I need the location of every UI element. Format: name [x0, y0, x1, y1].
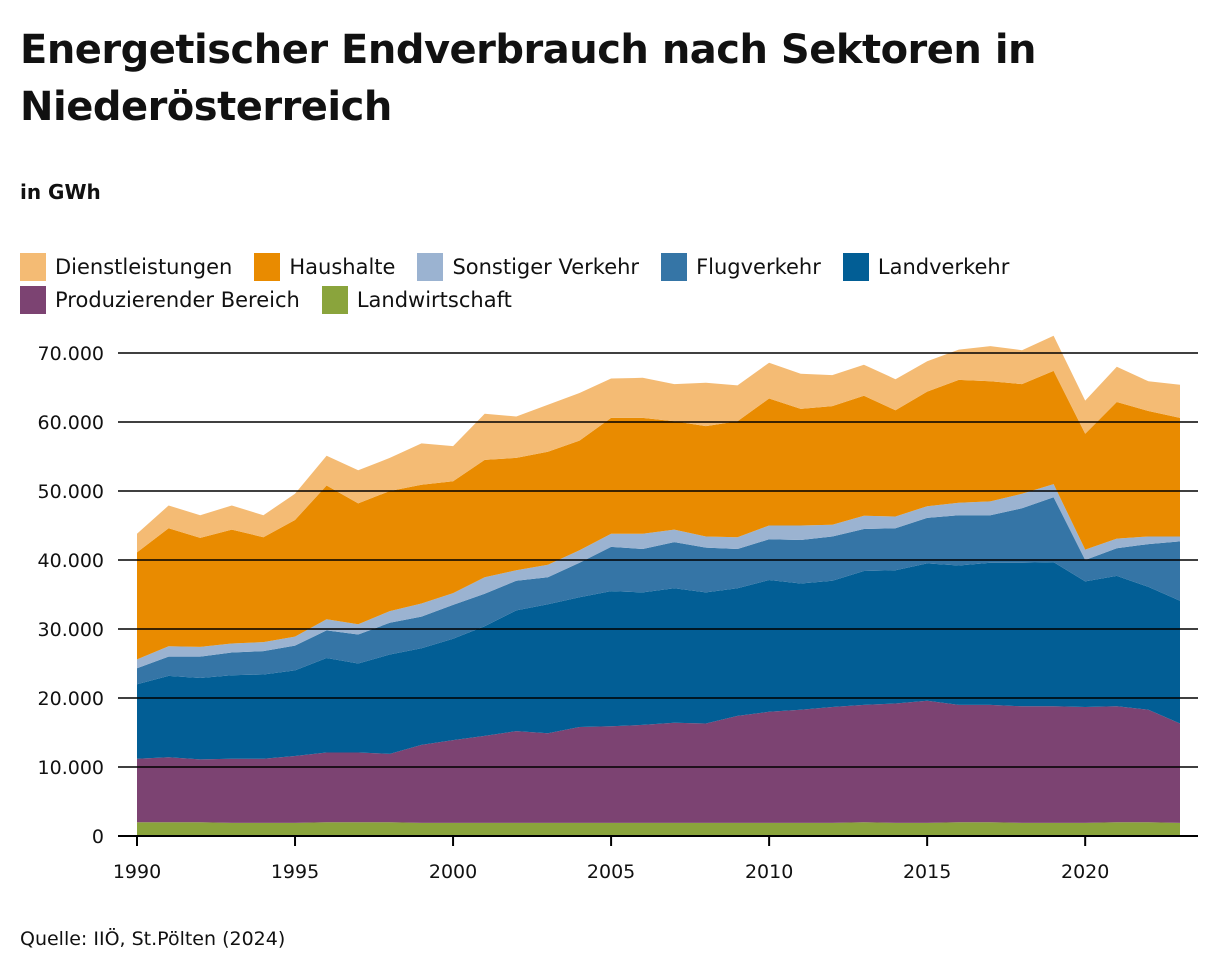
y-tick-label: 30.000 [38, 619, 104, 641]
legend-swatch [20, 252, 46, 281]
legend: Dienstleistungen Haushalte Sonstiger Ver… [20, 250, 1200, 316]
x-tick-label: 2015 [903, 861, 951, 883]
legend-label: Sonstiger Verkehr [452, 254, 640, 279]
x-tick-label: 2005 [587, 861, 635, 883]
area-landverkehr [137, 562, 1180, 760]
legend-item-dienstleistungen[interactable]: Dienstleistungen [20, 252, 233, 281]
x-tick-label: 2000 [429, 861, 477, 883]
legend-swatch [254, 252, 281, 281]
area-haushalte [137, 370, 1180, 660]
legend-row-1: Dienstleistungen Haushalte Sonstiger Ver… [20, 250, 1200, 283]
stacked-area-chart: 0 10.000 20.000 30.000 40.000 50.000 60.000 70.… [38, 335, 1198, 883]
legend-label: Landwirtschaft [356, 287, 512, 312]
x-tick-label: 1995 [271, 861, 319, 883]
legend-swatch [661, 252, 688, 281]
y-axis: 0 10.000 20.000 30.000 40.000 50.000 60.000 70.… [38, 343, 104, 848]
legend-item-produzierender-bereich[interactable]: Produzierender Bereich [20, 285, 300, 314]
legend-label: Produzierender Bereich [55, 287, 300, 312]
legend-swatch [20, 285, 46, 314]
area-landwirtschaft [137, 822, 1180, 836]
chart-title: Energetischer Endverbrauch nach Sektoren… [20, 27, 1037, 130]
source-note: Quelle: IIÖ, St.Pölten (2024) [20, 928, 286, 950]
area-produzierender-bereich [137, 700, 1180, 823]
legend-row-2: Produzierender Bereich Landwirtschaft [20, 283, 1200, 316]
legend-item-sonstiger-verkehr[interactable]: Sonstiger Verkehr [417, 252, 640, 281]
y-tick-label: 20.000 [38, 688, 104, 710]
legend-label: Haushalte [289, 254, 396, 279]
y-tick-label: 50.000 [38, 481, 104, 503]
legend-item-flugverkehr[interactable]: Flugverkehr [661, 252, 821, 281]
legend-label: Flugverkehr [696, 254, 821, 279]
legend-item-haushalte[interactable]: Haushalte [254, 252, 396, 281]
unit-label: in GWh [20, 180, 101, 204]
gridlines [118, 352, 1198, 837]
x-tick-label: 1990 [113, 861, 161, 883]
y-tick-label: 40.000 [38, 550, 104, 572]
legend-swatch [321, 285, 348, 314]
x-tick-label: 2010 [745, 861, 793, 883]
area-layers [137, 335, 1180, 836]
area-sonstiger-verkehr [137, 484, 1180, 669]
area-flugverkehr [137, 497, 1180, 685]
x-axis: 1990 1995 2000 2005 2010 2015 2020 [113, 836, 1109, 883]
y-tick-label: 10.000 [38, 757, 104, 779]
area-dienstleistungen [137, 335, 1180, 553]
x-tick-label: 2020 [1061, 861, 1109, 883]
legend-label: Landverkehr [877, 254, 1010, 279]
legend-swatch [842, 252, 869, 281]
y-tick-label: 0 [92, 826, 104, 848]
y-tick-label: 60.000 [38, 412, 104, 434]
y-tick-label: 70.000 [38, 343, 104, 365]
legend-item-landverkehr[interactable]: Landverkehr [842, 252, 1010, 281]
legend-item-landwirtschaft[interactable]: Landwirtschaft [321, 285, 512, 314]
legend-swatch [417, 252, 444, 281]
legend-label: Dienstleistungen [55, 254, 233, 279]
